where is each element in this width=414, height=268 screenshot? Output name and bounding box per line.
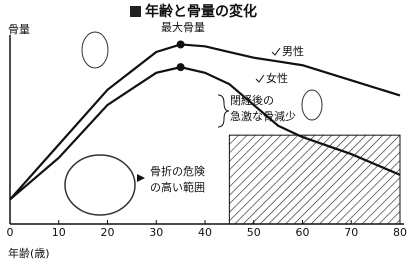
legend-label: 男性 xyxy=(282,44,304,58)
peak-marker xyxy=(177,63,185,71)
brace xyxy=(218,95,229,127)
chart: 年齢と骨量の変化 骨量 年齢(歳) 0 10 20 30 40 50 60 70 80 男性女性 最… xyxy=(0,0,414,264)
check-mark xyxy=(256,75,264,82)
x-tick-label: 70 xyxy=(344,226,358,239)
cartoon xyxy=(65,155,135,215)
x-tick-label: 60 xyxy=(296,226,310,239)
x-axis-label: 年齢(歳) xyxy=(8,246,50,260)
x-tick-label: 30 xyxy=(149,226,163,239)
annotation: の高い範囲 xyxy=(150,180,205,194)
annotation: 閉経後の xyxy=(230,93,274,107)
y-axis-label: 骨量 xyxy=(8,23,30,36)
arrow xyxy=(137,174,145,182)
x-tick-label: 40 xyxy=(198,226,212,239)
risk-zone xyxy=(229,135,400,224)
chart-title: 年齢と骨量の変化 xyxy=(145,3,257,20)
x-tick-label: 0 xyxy=(7,226,14,239)
cartoon xyxy=(302,90,322,120)
peak-marker xyxy=(177,40,185,48)
x-tick-label: 50 xyxy=(247,226,261,239)
title-icon xyxy=(130,6,141,17)
check-mark xyxy=(272,48,280,55)
x-tick-label: 80 xyxy=(393,226,407,239)
annotation: 最大骨量 xyxy=(161,20,205,34)
x-tick-label: 20 xyxy=(101,226,115,239)
annotation: 骨折の危険 xyxy=(150,164,205,178)
legend-label: 女性 xyxy=(266,71,288,85)
cartoon xyxy=(82,32,108,68)
annotation: 急激な骨減少 xyxy=(230,109,296,123)
x-tick-label: 10 xyxy=(52,226,66,239)
